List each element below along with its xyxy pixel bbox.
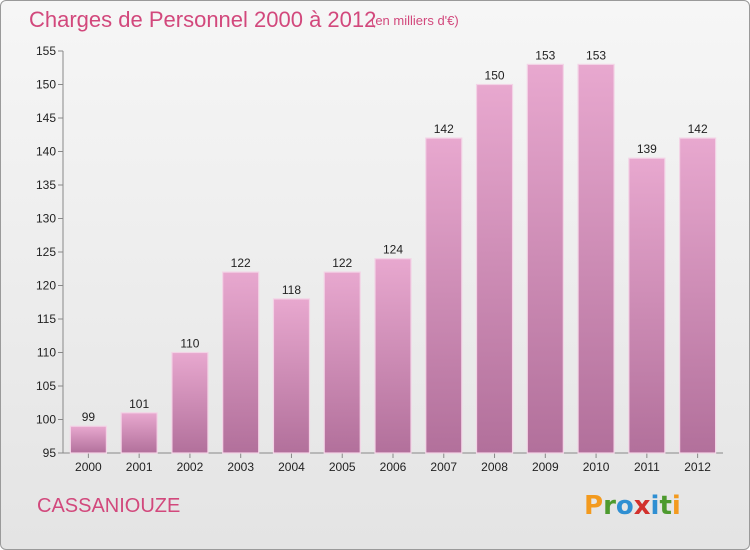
chart-title: Charges de Personnel 2000 à 2012 [29,7,377,32]
bar-2006 [374,258,412,454]
value-label-2007: 142 [434,122,454,136]
y-tick-label: 130 [36,212,56,226]
x-tick-label-2009: 2009 [532,460,559,474]
value-label-2001: 101 [129,397,149,411]
value-label-2003: 122 [231,256,251,270]
bar-2003 [222,271,260,454]
y-tick-label: 115 [37,312,56,326]
y-tick-label: 150 [36,78,56,92]
bar-2011 [628,157,666,454]
bar-2008 [475,83,514,454]
x-tick-label-2012: 2012 [684,460,711,474]
x-tick-label-2000: 2000 [75,460,102,474]
value-label-2006: 124 [383,243,403,257]
logo-letter: o [615,491,634,521]
value-label-2012: 142 [688,122,708,136]
value-labels: 99 101 110 122 118 122 124 142 150 153 153 139 142 [82,48,708,424]
x-tick-label-2011: 2011 [634,460,660,474]
y-tick-label: 145 [36,111,56,125]
logo-letter: r [603,491,616,521]
bar-2004 [272,298,311,454]
bar-2007 [425,137,463,454]
value-label-2005: 122 [332,256,352,270]
x-tick-label-2008: 2008 [481,460,508,474]
x-tick-label-2007: 2007 [430,460,457,474]
y-tick-label: 110 [37,346,56,360]
value-label-2000: 99 [82,410,96,424]
x-tick-label-2001: 2001 [126,460,153,474]
y-tick-label: 135 [36,178,56,192]
value-label-2008: 150 [485,69,505,83]
y-tick-label: 155 [36,44,56,58]
y-tick-label: 140 [36,145,56,159]
logo-letter: t [659,491,672,521]
y-tick-label: 120 [36,279,56,293]
y-tick-label: 125 [36,245,56,259]
logo-letter: i [650,491,660,521]
x-tick-label-2010: 2010 [583,460,610,474]
y-tick-label: 100 [36,413,56,427]
logo-letter: P [584,491,604,521]
x-tick-label-2005: 2005 [329,460,356,474]
bars [69,63,717,454]
bar-2000 [69,425,107,454]
bar-2012 [679,137,717,454]
axes: 95 100 105 110 115 120 125 130 135 140 145 150 155 20… [36,44,723,474]
proxiti-logo: Proxiti [584,491,681,521]
value-label-2010: 153 [586,48,606,62]
bar-2009 [526,63,564,454]
x-tick-label-2004: 2004 [278,460,305,474]
x-tick-label-2002: 2002 [177,460,204,474]
bar-2005 [323,271,361,454]
logo-letter: x [633,491,651,521]
bar-2001 [120,412,158,454]
value-label-2004: 118 [282,283,301,297]
bar-2010 [577,63,615,454]
chart-subtitle: (en milliers d'€) [371,13,459,28]
y-tick-label: 105 [36,379,56,393]
x-tick-label-2003: 2003 [227,460,254,474]
value-label-2009: 153 [535,48,555,62]
x-tick-label-2006: 2006 [380,460,407,474]
bar-2002 [171,351,209,454]
value-label-2002: 110 [180,337,199,351]
logo-letter: i [671,491,681,521]
y-tick-label: 95 [43,446,57,460]
commune-name: CASSANIOUZE [37,495,181,517]
value-label-2011: 139 [637,142,657,156]
